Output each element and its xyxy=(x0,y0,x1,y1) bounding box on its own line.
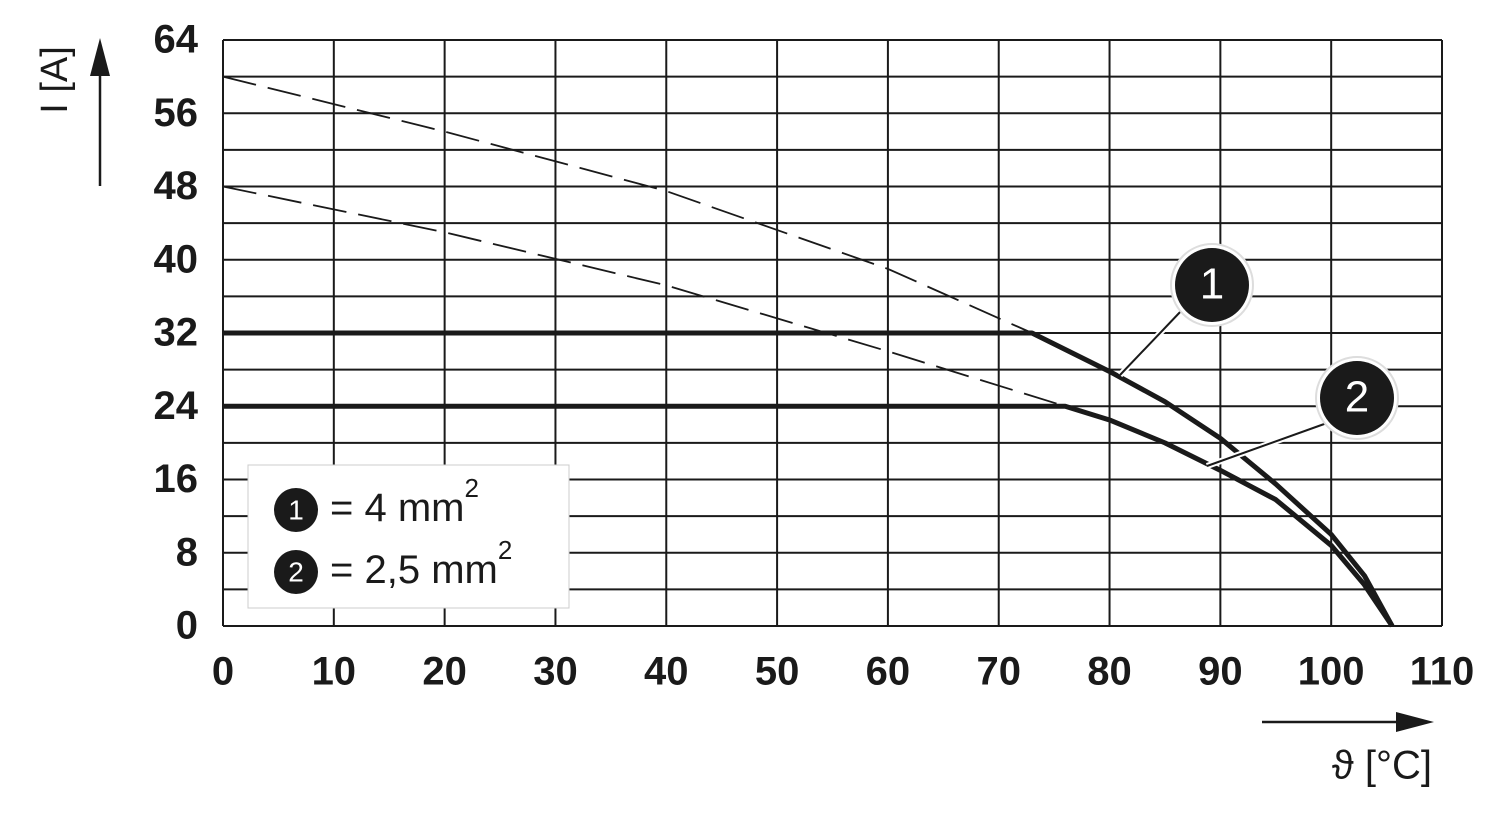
x-tick-label: 20 xyxy=(422,650,467,694)
callouts: 12 xyxy=(1117,243,1399,469)
legend-exponent: 2 xyxy=(464,473,478,503)
callout-marker xyxy=(1320,361,1394,435)
callout-leader xyxy=(1206,422,1328,467)
legend-number: 2 xyxy=(288,556,304,587)
x-tick-label: 50 xyxy=(755,650,800,694)
x-tick-label: 90 xyxy=(1198,650,1243,694)
x-tick-label: 30 xyxy=(533,650,578,694)
legend-marker xyxy=(274,488,318,532)
y-tick-label: 56 xyxy=(154,91,199,135)
line xyxy=(223,330,1395,628)
callout-marker xyxy=(1175,248,1249,322)
dashed-line xyxy=(222,75,1033,334)
x-tick-label: 100 xyxy=(1298,650,1365,694)
line xyxy=(223,403,1395,628)
legend-number: 1 xyxy=(288,494,304,525)
callout-leader xyxy=(1119,309,1183,376)
legend-exponent: 2 xyxy=(498,535,512,565)
y-tick-label: 40 xyxy=(154,237,199,281)
x-tick-label: 40 xyxy=(644,650,689,694)
y-tick-label: 48 xyxy=(154,164,199,208)
legend-label: = 2,5 mm2 xyxy=(330,535,512,592)
callout-number: 1 xyxy=(1200,260,1224,309)
legend-label: = 4 mm2 xyxy=(330,473,479,530)
x-tick-label: 110 xyxy=(1410,650,1475,694)
y-tick-label: 0 xyxy=(176,604,198,648)
y-tick-label: 16 xyxy=(154,457,199,501)
x-tick-label: 10 xyxy=(312,650,357,694)
callout-number: 2 xyxy=(1345,373,1369,422)
x-arrowhead xyxy=(1396,712,1434,732)
y-axis-label: I [A] xyxy=(34,46,76,114)
y-tick-label: 24 xyxy=(154,384,199,428)
x-tick-label: 80 xyxy=(1087,650,1132,694)
x-tick-label: 70 xyxy=(976,650,1021,694)
y-tick-label: 64 xyxy=(154,18,199,62)
y-tick-label: 32 xyxy=(154,311,199,355)
legend-marker xyxy=(274,550,318,594)
x-tick-label: 0 xyxy=(212,650,234,694)
x-tick-label: 60 xyxy=(866,650,911,694)
y-arrowhead xyxy=(90,38,110,76)
y-tick-label: 8 xyxy=(176,530,198,574)
x-axis-label: ϑ [°C] xyxy=(1332,744,1432,788)
dashed-line xyxy=(222,185,1066,408)
legend-text: = 4 mm xyxy=(330,486,464,530)
plot: 0 10 20 30 40 50 60 70 80 90 100 110 0 8 16 24 32 40 48 56 6… xyxy=(154,18,1475,694)
legend-text: = 2,5 mm xyxy=(330,548,498,592)
